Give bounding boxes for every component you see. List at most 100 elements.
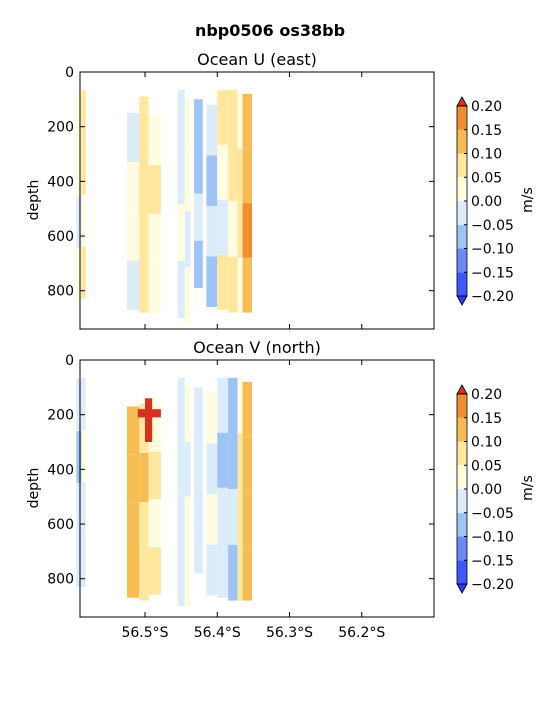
contour-cell [237, 489, 243, 545]
contour-cell [206, 206, 218, 257]
contour-cell [237, 93, 243, 149]
contour-cell [242, 93, 252, 149]
contour-cell [177, 261, 185, 319]
contour-cell [194, 99, 203, 147]
colorbar-band [457, 177, 467, 202]
contour-cell [206, 494, 218, 545]
colorbar-tick-label: −0.15 [471, 553, 514, 569]
contour-cell [127, 260, 140, 310]
contour-cell [194, 146, 203, 194]
contour-hotspot [145, 398, 153, 442]
y-tick-label: 600 [47, 229, 74, 245]
colorbar-tick-label: 0.05 [471, 170, 502, 186]
panel-ocean-u-yaxis: 0 200 400 600 800 [47, 65, 434, 300]
contour-cell [217, 89, 229, 145]
colorbar-extend-bottom [456, 295, 468, 306]
panel-ocean-v-frame [79, 359, 435, 618]
panel-ocean-u-frame [79, 71, 435, 330]
colorbar-tick-label: −0.15 [471, 265, 514, 281]
x-tick-label: 56.5°S [121, 625, 168, 641]
y-tick-label: 400 [47, 462, 74, 478]
panel-ocean-v-colorbar-label: m/s [520, 475, 536, 501]
contour-cell [76, 196, 82, 248]
colorbar-band [457, 465, 467, 490]
contour-cell [139, 453, 149, 503]
contour-cell [184, 387, 191, 442]
contour-cell [194, 433, 203, 481]
panel-ocean-v: Ocean V (north) depth 0 200 400 600 800 56.5… [26, 338, 536, 641]
contour-cell [228, 433, 238, 490]
contour-cell [184, 155, 191, 212]
contour-cell [81, 430, 86, 483]
contour-cell [139, 150, 149, 205]
colorbar-extend-top [456, 384, 468, 395]
contour-cell [242, 257, 252, 313]
contour-cell [206, 256, 218, 308]
contour-cell [206, 392, 218, 444]
contour-cell [127, 550, 140, 598]
y-tick-label: 400 [47, 174, 74, 190]
colorbar-band [457, 417, 467, 442]
contour-cell [206, 544, 218, 596]
contour-cell [148, 165, 161, 215]
contour-cell [139, 551, 149, 601]
contour-cell [184, 551, 191, 607]
contour-cell [81, 377, 86, 431]
contour-cell [217, 144, 229, 200]
colorbar-band [457, 201, 467, 225]
colorbar-band [457, 489, 467, 513]
panel-ocean-u-ylabel: depth [26, 180, 42, 221]
contour-cell [217, 199, 229, 255]
contour-cell [76, 93, 82, 146]
contour-cell [206, 155, 218, 206]
contour-cell [139, 204, 149, 259]
contour-cell [76, 145, 82, 197]
contour-cell [127, 162, 140, 212]
contour-cell [228, 544, 238, 601]
contour-cell [237, 148, 243, 204]
contour-cell [217, 377, 229, 433]
contour-cell [127, 502, 140, 550]
contour-cell [81, 482, 86, 535]
contour-cell [228, 377, 238, 434]
colorbar-band [457, 394, 467, 418]
contour-cell [127, 211, 140, 261]
colorbar-tick-label: 0.20 [471, 99, 502, 115]
colorbar-band [457, 272, 467, 297]
contour-cell [217, 487, 229, 543]
panel-ocean-v-colorbar: 0.20 0.15 0.10 0.05 0.00 −0.05 −0.10 −0.15 −0.20 [456, 384, 514, 594]
contour-cell [177, 377, 185, 435]
colorbar-tick-label: −0.10 [471, 242, 514, 258]
contour-cell [228, 145, 238, 202]
y-tick-label: 200 [47, 120, 74, 136]
colorbar-tick-label: 0.15 [471, 411, 502, 427]
panel-ocean-v-yaxis: 0 200 400 600 800 [47, 353, 434, 588]
panel-ocean-v-title: Ocean V (north) [193, 338, 321, 357]
panel-ocean-v-xaxis: 56.5°S 56.4°S 56.3°S 56.2°S [121, 360, 385, 641]
contour-cell [177, 434, 185, 492]
colorbar-extend-bottom [456, 583, 468, 594]
contour-cell [242, 491, 252, 546]
contour-cell [177, 491, 185, 549]
colorbar-tick-label: 0.10 [471, 435, 502, 451]
contour-cell [228, 89, 238, 146]
y-tick-label: 800 [47, 284, 74, 300]
contour-cell [242, 436, 252, 492]
contour-cell [184, 99, 191, 156]
contour-cell [76, 431, 82, 483]
contour-cell [206, 104, 218, 156]
contour-cell [81, 89, 86, 143]
colorbar-band [457, 441, 467, 466]
contour-cell [194, 387, 203, 434]
contour-cell [194, 480, 203, 527]
panel-ocean-u-colorbar: 0.20 0.15 0.10 0.05 0.00 −0.05 −0.10 −0.15 −0.20 [456, 96, 514, 306]
panel-ocean-v-plot-area [76, 377, 252, 607]
contour-cell [148, 451, 161, 500]
contour-cell [228, 489, 238, 545]
colorbar-tick-label: 0.00 [471, 482, 502, 498]
contour-cell [228, 201, 238, 257]
colorbar-band [457, 512, 467, 537]
contour-cell [237, 544, 243, 601]
